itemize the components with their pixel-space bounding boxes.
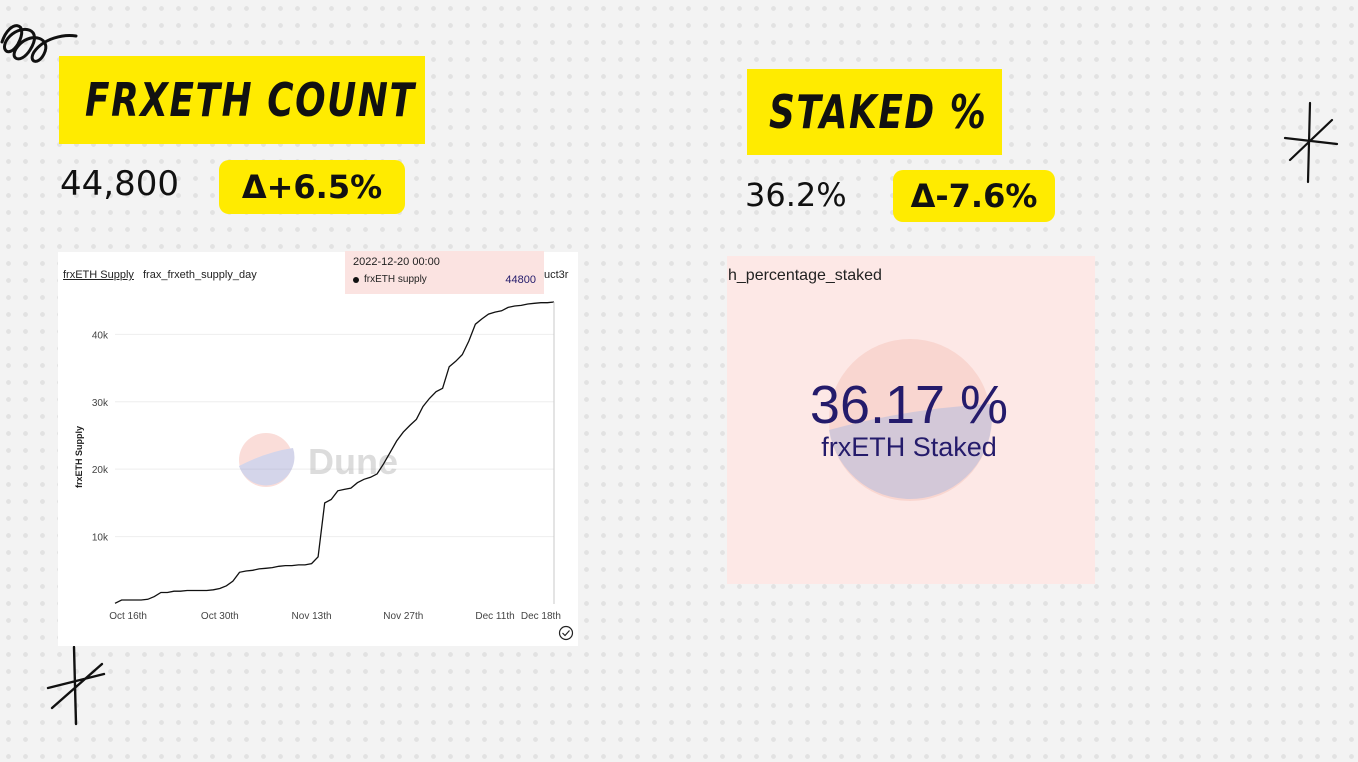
staked-percent-title: STAKED % xyxy=(747,69,1002,155)
counter-value: 36.17 % xyxy=(809,375,1009,435)
check-circle-icon[interactable] xyxy=(558,625,574,641)
dune-watermark: Dune xyxy=(239,433,398,487)
x-tick-label: Dec 11th xyxy=(475,611,514,622)
staked-counter-panel: h_percentage_staked 36.17 % frxETH Stake… xyxy=(727,256,1095,584)
staked-delta-badge: Δ-7.6% xyxy=(893,170,1055,222)
supply-line-chart: Dune 10k 20k 30k 40k Oct 16th Oct 30th Nov 13t… xyxy=(74,301,574,641)
y-tick-label: 40k xyxy=(92,330,109,341)
x-tick-label: Nov 27th xyxy=(383,611,423,622)
tooltip-series: frxETH supply xyxy=(364,274,427,285)
chart-subtitle: frax_frxeth_supply_day xyxy=(142,269,257,281)
series-line-frxeth-supply xyxy=(114,301,555,604)
scribble-decoration xyxy=(0,24,78,63)
frxeth-count-title: FRXETH COUNT xyxy=(59,56,425,144)
tooltip-value: 44800 xyxy=(505,274,536,286)
tooltip-date: 2022-12-20 00:00 xyxy=(353,256,440,268)
frxeth-delta-badge: Δ+6.5% xyxy=(219,160,405,214)
x-tick-label: Oct 16th xyxy=(109,611,147,622)
chart-tab[interactable]: frxETH Supply xyxy=(63,269,134,281)
tooltip-dot-icon xyxy=(353,277,359,283)
chart-cut-text: uct3r xyxy=(544,269,569,281)
watermark-text: Dune xyxy=(308,441,398,482)
y-axis-label: frxETH Supply xyxy=(74,426,84,488)
sparkle-icon xyxy=(1283,101,1339,184)
staked-percent-value: 36.2% xyxy=(745,176,847,214)
counter-label: frxETH Staked xyxy=(821,432,997,462)
panel-title: h_percentage_staked xyxy=(728,267,882,284)
x-tick-label: Dec 18th xyxy=(521,611,561,622)
x-tick-label: Oct 30th xyxy=(201,611,239,622)
dune-logo-lower xyxy=(239,448,295,486)
chart-tooltip: 2022-12-20 00:00 frxETH supply 44800 xyxy=(345,251,544,294)
y-tick-label: 30k xyxy=(92,398,109,409)
frxeth-count-value: 44,800 xyxy=(60,164,179,204)
dune-logo-background xyxy=(829,339,992,501)
supply-chart-card: frxETH Supply frax_frxeth_supply_day uct… xyxy=(58,251,578,646)
y-tick-label: 20k xyxy=(92,465,109,476)
x-tick-label: Nov 13th xyxy=(292,611,332,622)
y-tick-label: 10k xyxy=(92,533,109,544)
dune-logo-icon xyxy=(239,433,293,487)
sparkle-icon xyxy=(46,645,106,726)
